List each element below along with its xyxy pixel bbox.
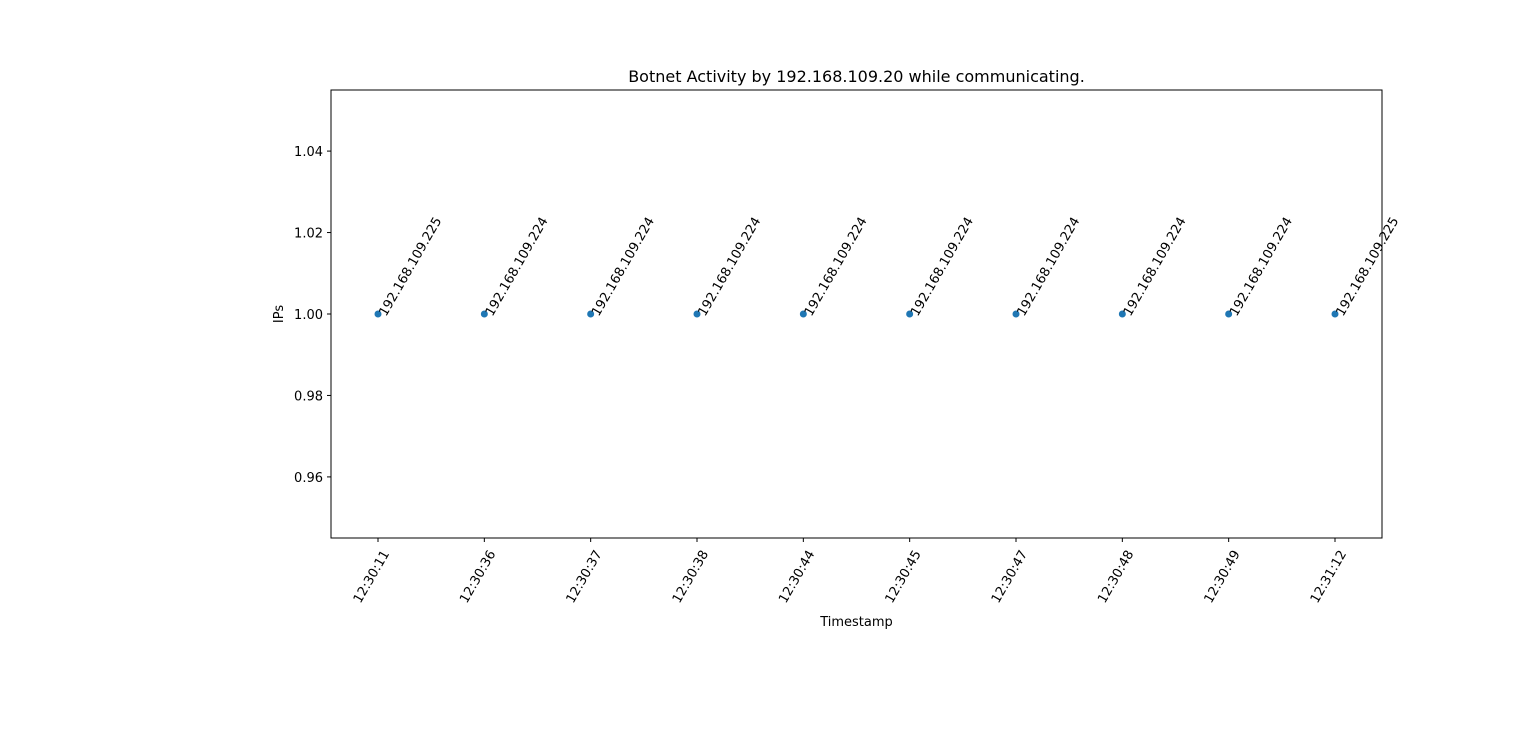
point-label: 192.168.109.224 xyxy=(1014,215,1083,319)
x-tick-label: 12:30:11 xyxy=(351,548,393,606)
y-tick-label: 1.02 xyxy=(294,227,323,242)
data-point xyxy=(1012,310,1020,318)
x-tick-label: 12:30:49 xyxy=(1202,548,1244,606)
point-label: 192.168.109.224 xyxy=(1227,215,1296,319)
point-label: 192.168.109.224 xyxy=(589,215,658,319)
data-point xyxy=(693,310,701,318)
y-tick-label: 1.04 xyxy=(294,145,323,160)
data-point xyxy=(1118,310,1126,318)
x-axis-label: Timestamp xyxy=(819,615,893,630)
x-tick-label: 12:30:45 xyxy=(883,548,925,606)
point-label: 192.168.109.224 xyxy=(802,215,871,319)
x-axis: 12:30:11 12:30:36 12:30:37 12:30:38 12:30:44… xyxy=(351,538,1350,606)
point-label: 192.168.109.225 xyxy=(1333,215,1402,319)
data-point xyxy=(906,310,914,318)
y-tick-label: 0.98 xyxy=(294,389,323,404)
y-tick-label: 0.96 xyxy=(294,471,323,486)
y-axis-label: IPs xyxy=(272,305,287,323)
x-tick-label: 12:30:47 xyxy=(989,548,1031,606)
data-point xyxy=(799,310,807,318)
point-annotations: 192.168.109.225 192.168.109.224 192.168.10… xyxy=(376,215,1402,319)
data-point xyxy=(374,310,382,318)
y-axis: 0.96 0.98 1.00 1.02 1.04 xyxy=(294,145,331,486)
data-point xyxy=(480,310,488,318)
chart-title: Botnet Activity by 192.168.109.20 while … xyxy=(628,67,1085,86)
x-tick-label: 12:30:48 xyxy=(1095,548,1137,606)
x-tick-label: 12:30:37 xyxy=(564,548,606,606)
point-label: 192.168.109.225 xyxy=(376,215,445,319)
data-point xyxy=(587,310,595,318)
x-tick-label: 12:30:44 xyxy=(776,548,818,606)
x-tick-label: 12:30:38 xyxy=(670,548,712,606)
point-label: 192.168.109.224 xyxy=(695,215,764,319)
data-points xyxy=(374,310,1339,318)
point-label: 192.168.109.224 xyxy=(908,215,977,319)
y-tick-label: 1.00 xyxy=(294,308,323,323)
data-point xyxy=(1225,310,1233,318)
data-point xyxy=(1331,310,1339,318)
point-label: 192.168.109.224 xyxy=(483,215,552,319)
x-tick-label: 12:30:36 xyxy=(457,548,499,606)
x-tick-label: 12:31:12 xyxy=(1308,548,1350,606)
point-label: 192.168.109.224 xyxy=(1121,215,1190,319)
